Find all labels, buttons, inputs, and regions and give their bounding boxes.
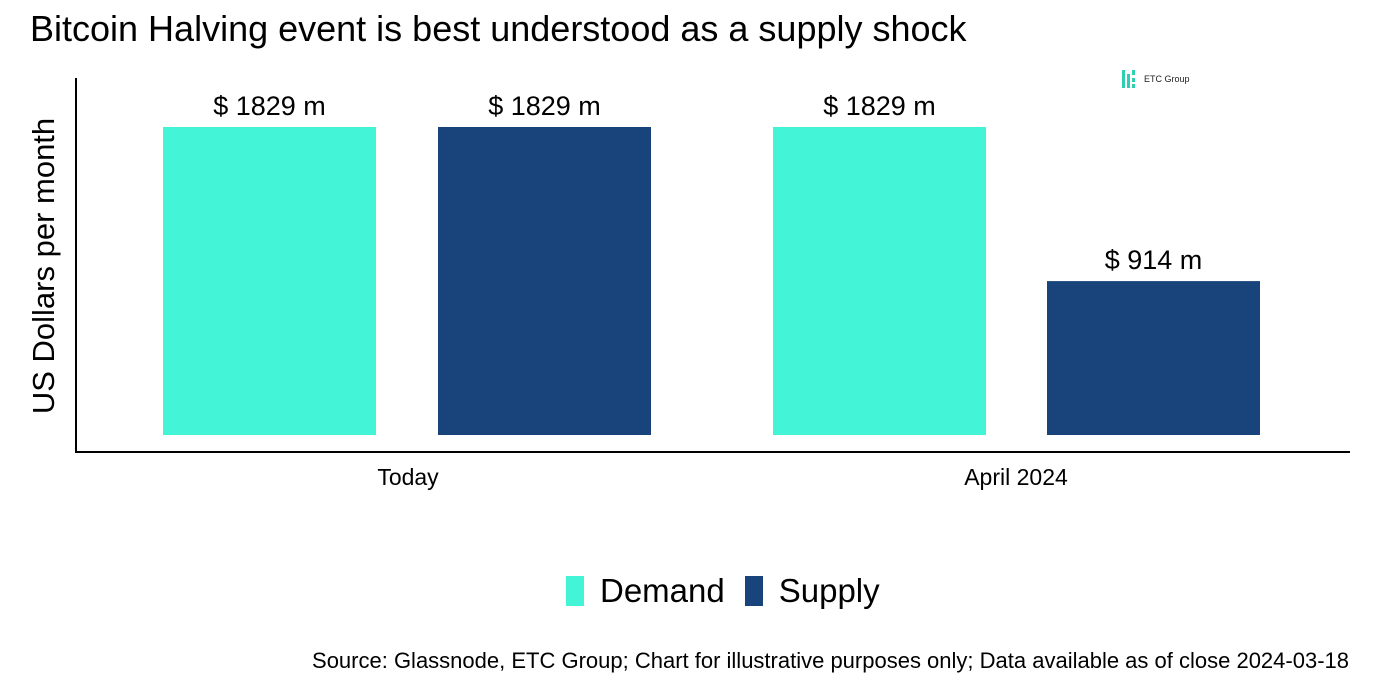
data-label-demand-1: $ 1829 m (823, 91, 936, 121)
legend-item-supply: Supply (744, 572, 880, 610)
legend-swatch-demand (566, 576, 584, 606)
etc-logo-icon (1122, 70, 1138, 88)
plot-area: US Dollars per month $ 1829 m $ 1829 m Toda… (26, 78, 1350, 490)
source-note: Source: Glassnode, ETC Group; Chart for … (312, 648, 1349, 673)
legend-label-demand: Demand (600, 572, 725, 609)
logo-text: ETC Group (1144, 74, 1190, 84)
bar-supply-1 (1047, 281, 1260, 435)
data-label-supply-0: $ 1829 m (488, 91, 601, 121)
bar-chart: US Dollars per month $ 1829 m $ 1829 m Toda… (26, 78, 1350, 490)
legend-label-supply: Supply (778, 572, 880, 609)
legend-swatch-supply (744, 576, 763, 606)
bar-supply-0 (438, 127, 651, 435)
chart-title: Bitcoin Halving event is best understood… (30, 8, 967, 49)
bar-demand-0 (163, 127, 376, 435)
data-label-supply-1: $ 914 m (1105, 245, 1203, 275)
x-tick-label-0: Today (377, 464, 439, 490)
etc-group-logo: ETC Group (1122, 70, 1190, 88)
y-axis-label: US Dollars per month (26, 118, 61, 414)
data-label-demand-0: $ 1829 m (213, 91, 326, 121)
legend-item-demand: Demand (566, 572, 725, 610)
x-tick-label-1: April 2024 (964, 464, 1068, 490)
legend: Demand Supply (566, 572, 900, 610)
bar-demand-1 (773, 127, 986, 435)
